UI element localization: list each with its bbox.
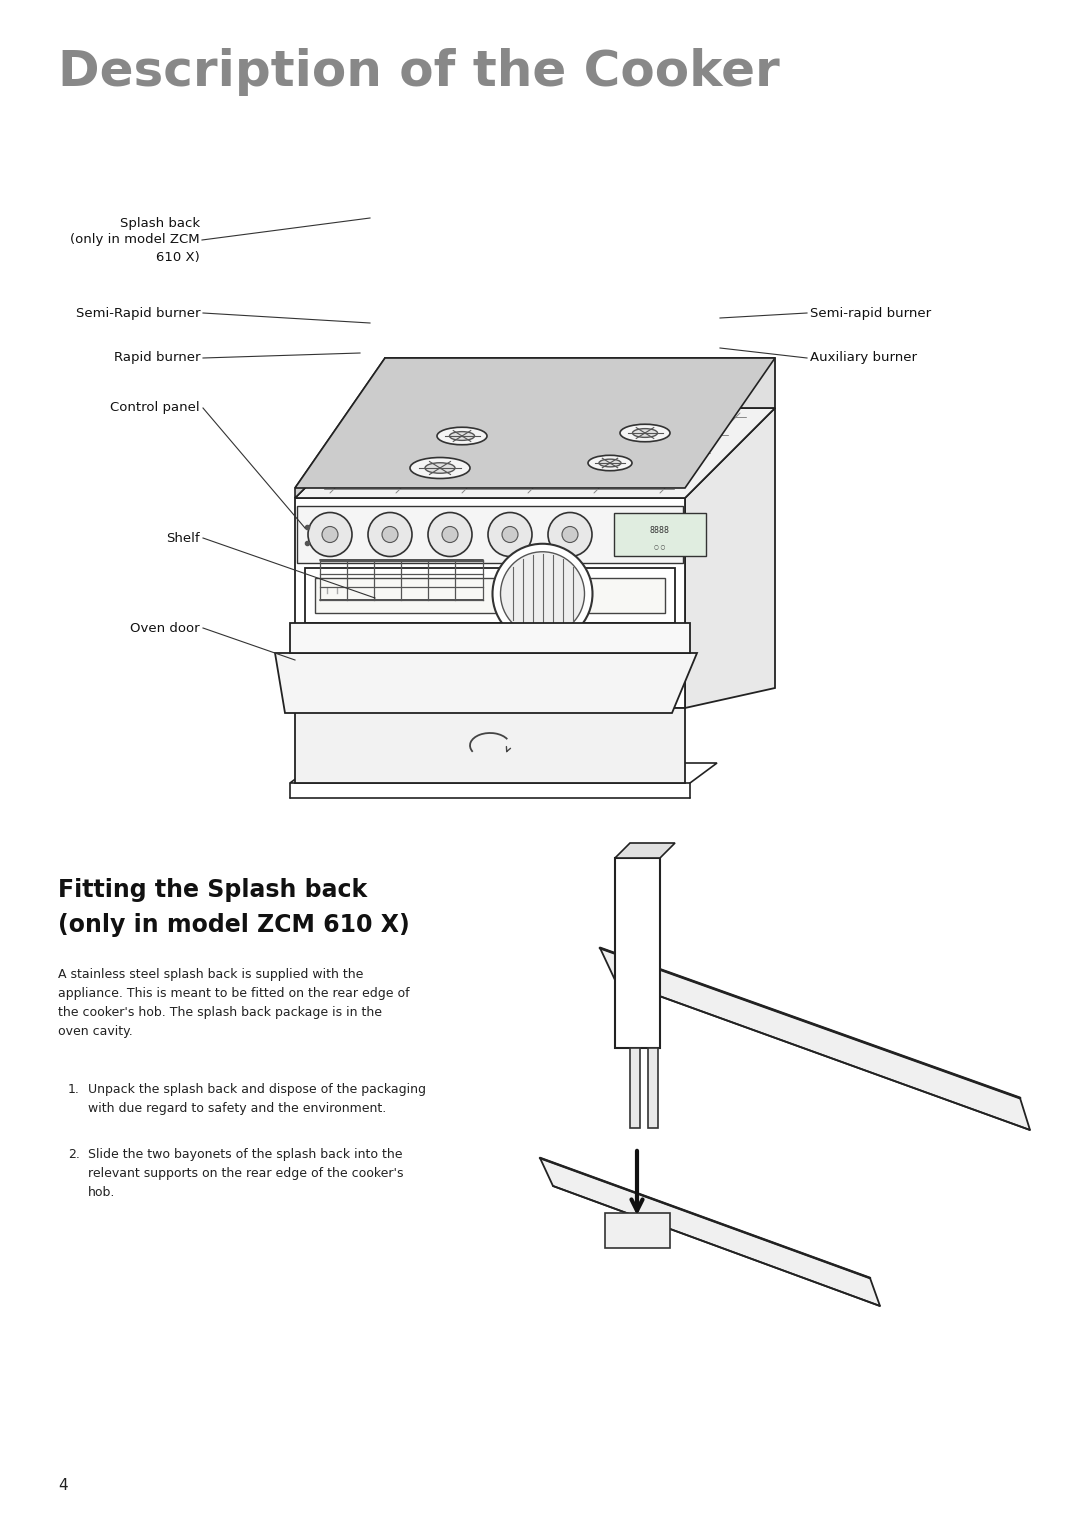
Ellipse shape <box>588 455 632 471</box>
Text: Slide the two bayonets of the splash back into the
relevant supports on the rear: Slide the two bayonets of the splash bac… <box>87 1148 404 1199</box>
Ellipse shape <box>426 463 455 474</box>
Text: (only in model ZCM: (only in model ZCM <box>70 234 200 246</box>
Ellipse shape <box>620 425 670 442</box>
Text: 4: 4 <box>58 1478 68 1493</box>
Ellipse shape <box>437 428 487 445</box>
Circle shape <box>562 527 578 542</box>
Circle shape <box>428 512 472 556</box>
Circle shape <box>308 512 352 556</box>
Text: 8888: 8888 <box>650 526 670 535</box>
Polygon shape <box>630 1048 640 1128</box>
Circle shape <box>548 512 592 556</box>
Circle shape <box>502 527 518 542</box>
Text: ○ ○: ○ ○ <box>654 544 665 549</box>
Circle shape <box>368 512 411 556</box>
FancyBboxPatch shape <box>615 513 706 556</box>
Ellipse shape <box>599 458 621 468</box>
Text: Unpack the splash back and dispose of the packaging
with due regard to safety an: Unpack the splash back and dispose of th… <box>87 1083 426 1115</box>
Text: Auxiliary burner: Auxiliary burner <box>810 351 917 365</box>
Ellipse shape <box>410 457 470 478</box>
FancyBboxPatch shape <box>305 568 675 623</box>
Text: 1.: 1. <box>68 1083 80 1096</box>
Polygon shape <box>291 623 690 652</box>
Ellipse shape <box>449 431 474 440</box>
Text: Semi-Rapid burner: Semi-Rapid burner <box>76 307 200 319</box>
Polygon shape <box>295 358 384 498</box>
Polygon shape <box>295 707 685 782</box>
Polygon shape <box>295 408 775 498</box>
Text: A stainless steel splash back is supplied with the
appliance. This is meant to b: A stainless steel splash back is supplie… <box>58 969 409 1038</box>
Circle shape <box>382 527 399 542</box>
Polygon shape <box>295 498 685 707</box>
FancyBboxPatch shape <box>315 578 665 613</box>
Circle shape <box>500 552 584 636</box>
Text: Semi-rapid burner: Semi-rapid burner <box>810 307 931 319</box>
Text: 2.: 2. <box>68 1148 80 1161</box>
Polygon shape <box>275 652 697 714</box>
Circle shape <box>488 512 532 556</box>
Polygon shape <box>297 506 683 562</box>
Text: Splash back: Splash back <box>120 217 200 229</box>
Text: Shelf: Shelf <box>166 532 200 544</box>
Text: Fitting the Splash back: Fitting the Splash back <box>58 879 367 902</box>
Text: Control panel: Control panel <box>110 402 200 414</box>
Polygon shape <box>540 1158 880 1306</box>
Polygon shape <box>295 358 775 487</box>
Text: Rapid burner: Rapid burner <box>113 351 200 365</box>
Circle shape <box>492 544 593 643</box>
Circle shape <box>322 527 338 542</box>
Text: (only in model ZCM 610 X): (only in model ZCM 610 X) <box>58 914 409 937</box>
Polygon shape <box>384 358 775 408</box>
Text: 610 X): 610 X) <box>157 251 200 263</box>
Polygon shape <box>615 843 675 859</box>
Text: Description of the Cooker: Description of the Cooker <box>58 47 780 96</box>
Polygon shape <box>605 1213 670 1248</box>
Circle shape <box>442 527 458 542</box>
Polygon shape <box>600 947 1030 1131</box>
Polygon shape <box>615 859 660 1048</box>
Polygon shape <box>648 1048 658 1128</box>
Polygon shape <box>291 762 717 782</box>
Ellipse shape <box>633 429 658 437</box>
Polygon shape <box>685 408 775 707</box>
Text: Oven door: Oven door <box>131 622 200 634</box>
